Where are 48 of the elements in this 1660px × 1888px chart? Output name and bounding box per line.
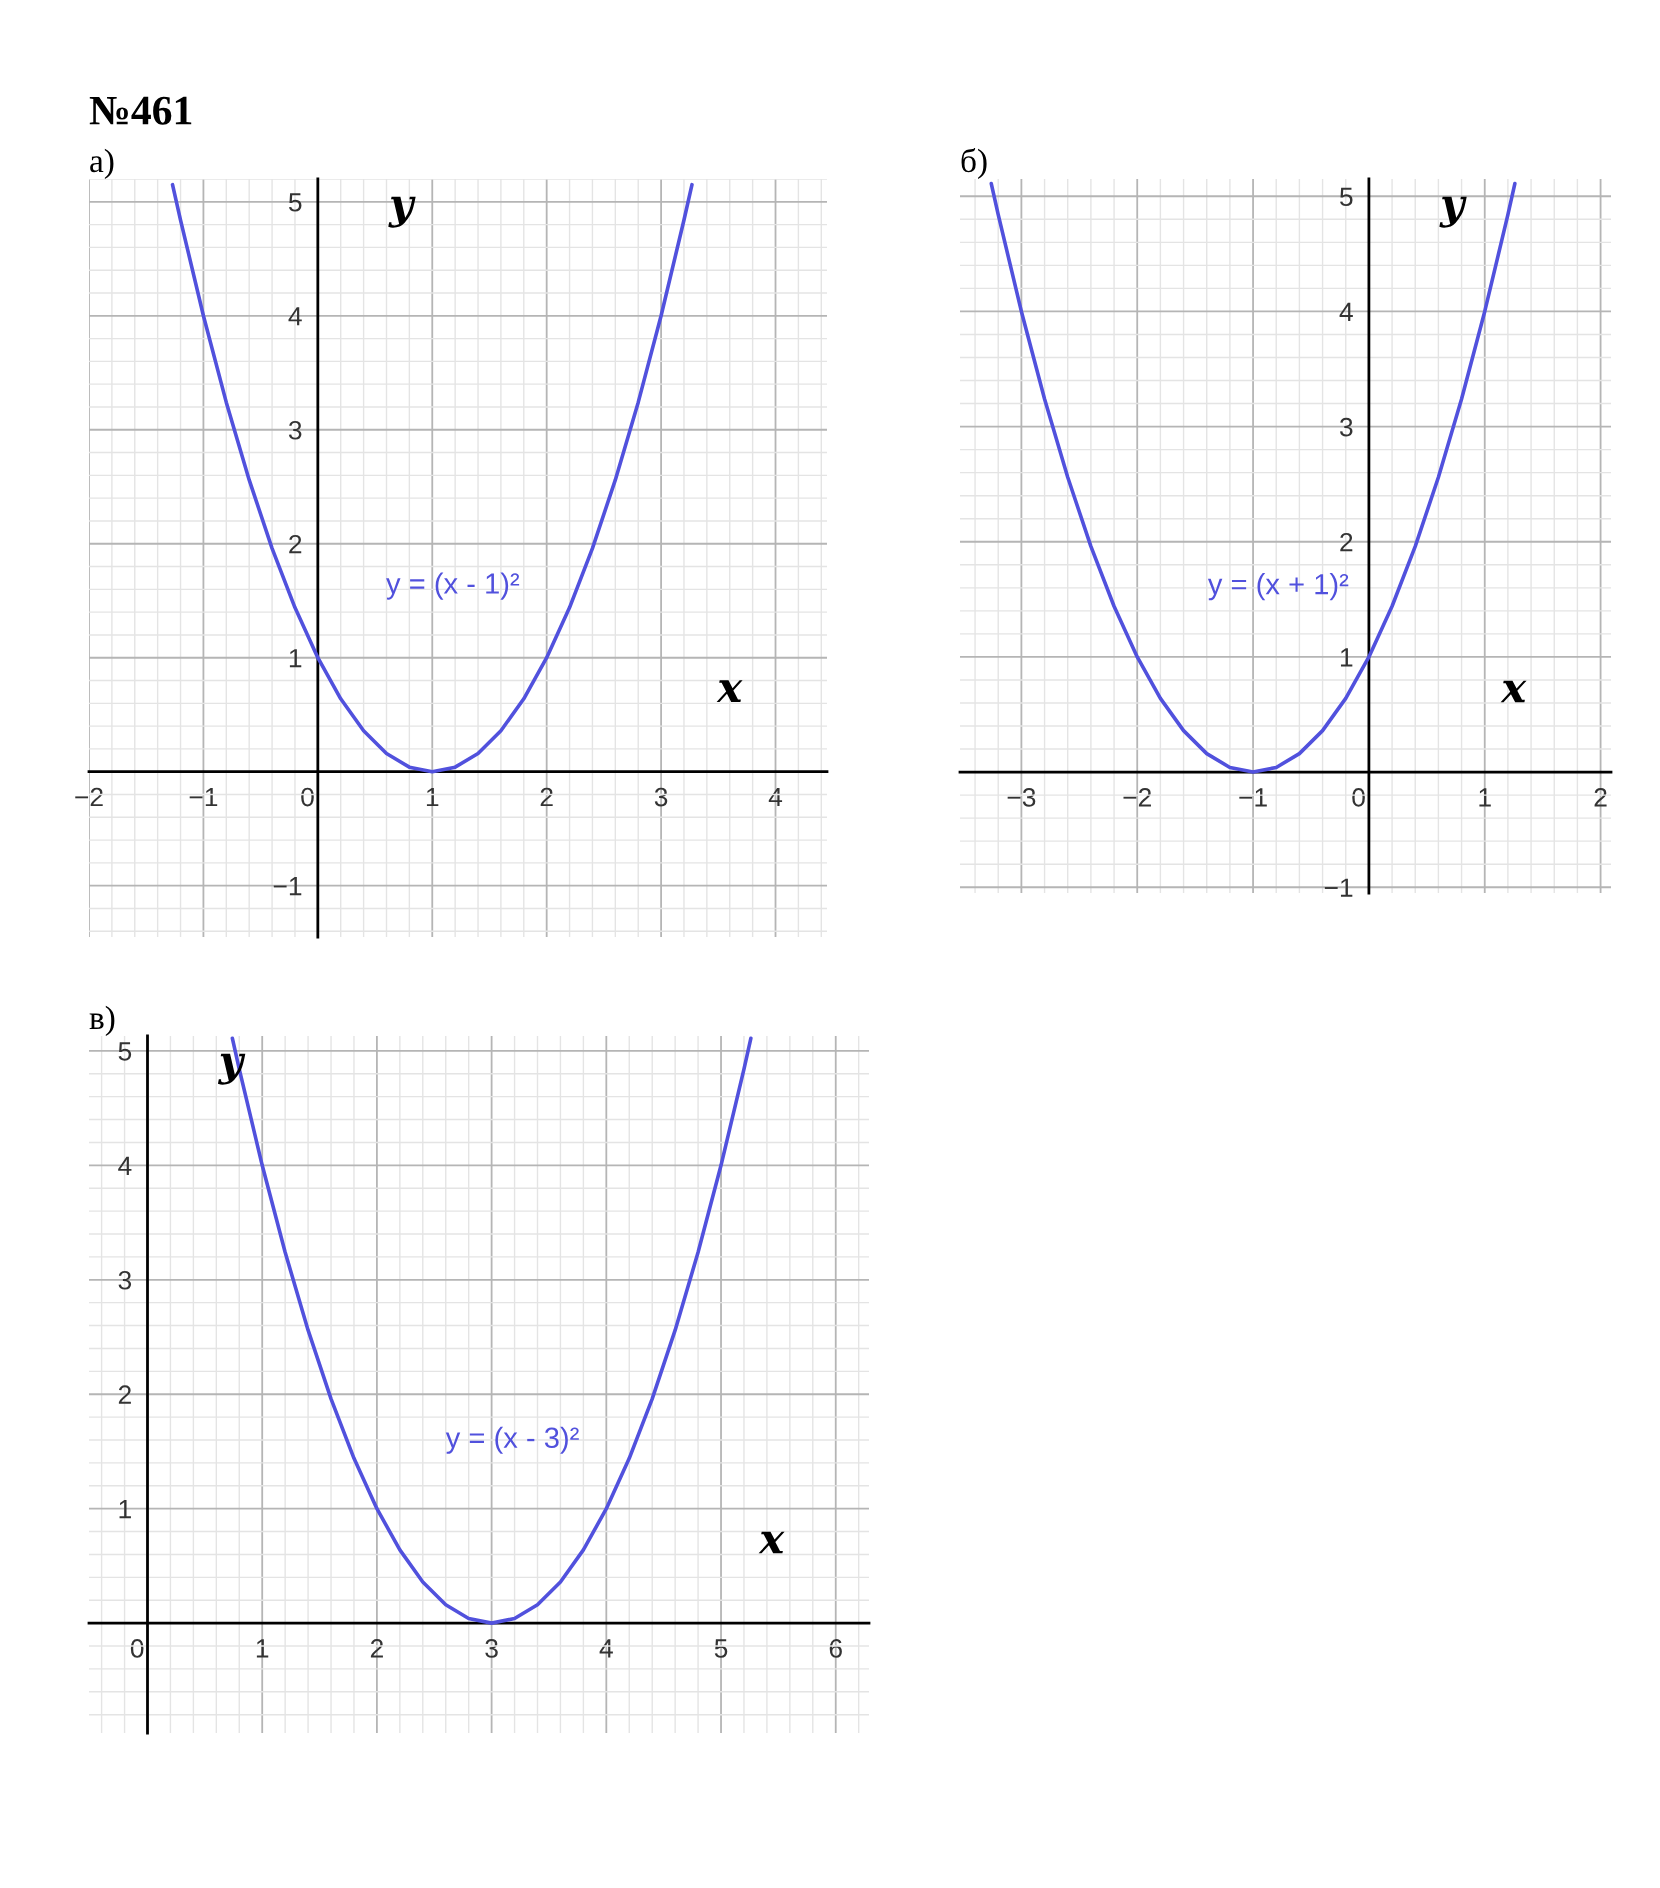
x-tick-label: 4 — [599, 1639, 613, 1658]
y-tick-label: 3 — [1339, 417, 1353, 437]
chart-title: б) — [961, 148, 987, 179]
x-tick-label: 3 — [485, 1639, 498, 1658]
chart-title: в) — [89, 1005, 115, 1036]
x-tick-label: 6 — [829, 1639, 842, 1658]
series-label: y = (x - 3)² — [445, 1426, 579, 1454]
x-tick-label: 5 — [714, 1639, 728, 1658]
y-tick-label: 1 — [1340, 648, 1353, 667]
x-tick-label: 0 — [130, 1639, 144, 1658]
y-tick-label: 5 — [1340, 187, 1353, 207]
x-axis-title: x — [758, 1531, 785, 1554]
y-tick-label: 1 — [119, 1500, 131, 1519]
y-tick-label: 4 — [288, 307, 302, 326]
y-tick-label: −1 — [1324, 878, 1353, 897]
y-tick-label: 2 — [289, 534, 302, 554]
x-axis-title: x — [1500, 680, 1527, 703]
x-tick-label: 1 — [256, 1639, 269, 1658]
x-tick-label: 2 — [540, 787, 553, 807]
y-tick-label: −1 — [273, 877, 302, 896]
x-tick-label: −1 — [189, 787, 218, 807]
x-tick-label: −2 — [1123, 788, 1151, 807]
y-tick-label: 2 — [118, 1385, 131, 1404]
x-tick-label: −2 — [75, 787, 103, 807]
y-tick-label: 4 — [118, 1156, 132, 1175]
y-tick-label: 5 — [118, 1042, 132, 1061]
y-tick-label: 5 — [288, 193, 302, 212]
x-tick-label: 2 — [1594, 788, 1607, 807]
y-tick-label: 4 — [1339, 302, 1353, 321]
x-tick-label: −1 — [1239, 788, 1267, 807]
x-axis-title: x — [716, 680, 743, 702]
y-tick-label: 3 — [118, 1270, 132, 1290]
text: №461 — [89, 96, 192, 125]
series-label: y = (x - 1)² — [386, 572, 520, 600]
x-tick-label: −3 — [1007, 788, 1036, 807]
y-axis-title: y — [388, 196, 416, 228]
y-tick-label: 3 — [288, 420, 302, 440]
y-axis-title: y — [1439, 196, 1467, 228]
y-tick-label: 1 — [289, 649, 302, 668]
y-tick-label: 2 — [1340, 532, 1353, 552]
x-tick-label: 3 — [654, 787, 668, 807]
chart-title: а) — [90, 148, 114, 179]
x-tick-label: 1 — [426, 787, 439, 807]
line-series — [170, 182, 694, 774]
x-tick-label: 2 — [370, 1639, 383, 1658]
x-tick-label: 1 — [1479, 788, 1491, 807]
x-tick-label: 0 — [1352, 788, 1365, 807]
series-label: y = (x + 1)² — [1207, 573, 1349, 601]
